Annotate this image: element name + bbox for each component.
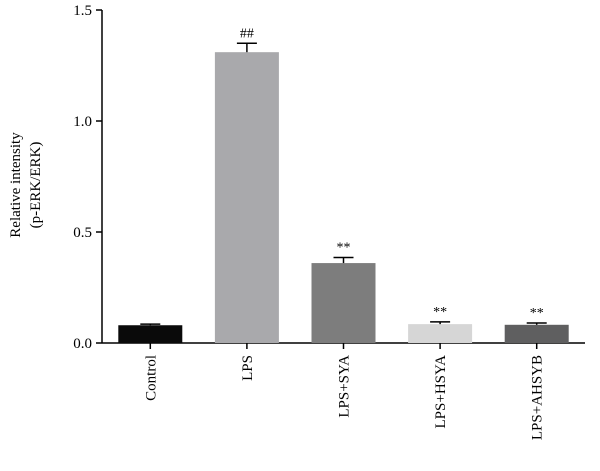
- x-tick-label: LPS+SYA: [337, 355, 353, 418]
- significance-label: **: [530, 306, 544, 321]
- y-axis-title-line2: (p-ERK/ERK): [28, 142, 44, 229]
- y-tick-label: 1.0: [73, 114, 92, 130]
- bar-lps-sya: [311, 263, 376, 343]
- bar-lps: [214, 52, 279, 344]
- significance-label: **: [433, 305, 447, 320]
- significance-label: **: [337, 241, 351, 256]
- x-tick-label: LPS+AHSYB: [530, 355, 546, 440]
- bar-lps-ahsyb: [504, 324, 569, 343]
- y-tick-label: 0.0: [73, 336, 92, 352]
- significance-label: ##: [240, 26, 254, 41]
- bar-lps-hsya: [408, 324, 473, 343]
- x-tick-label: Control: [143, 355, 159, 401]
- y-axis-title: Relative intensity (p-ERK/ERK): [8, 132, 44, 238]
- y-axis-title-line1: Relative intensity: [8, 132, 24, 238]
- bars: ## ** ** **: [118, 26, 569, 344]
- y-tick-label: 0.5: [73, 225, 92, 241]
- x-tick-label: LPS: [240, 355, 256, 381]
- x-tick-label: LPS+HSYA: [433, 355, 449, 429]
- y-tick-label: 1.5: [73, 3, 92, 19]
- y-axis: 0.0 0.5 1.0 1.5: [73, 3, 103, 352]
- bar-control: [118, 325, 183, 343]
- x-axis: Control LPS LPS+SYA LPS+HSYA LPS+AHSYB: [102, 342, 585, 440]
